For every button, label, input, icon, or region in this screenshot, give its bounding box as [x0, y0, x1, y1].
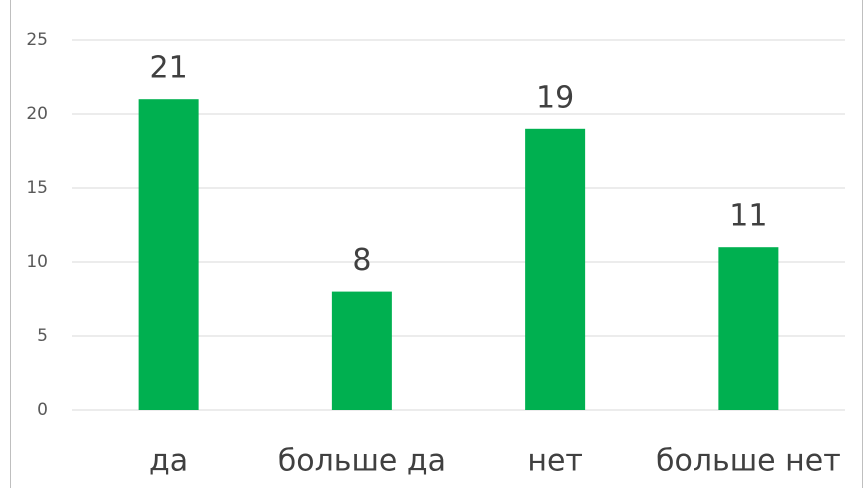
data-label: 19: [536, 80, 574, 115]
data-label: 8: [352, 243, 371, 278]
y-tick-label: 10: [26, 252, 48, 272]
bar: [718, 247, 779, 410]
y-tick-label: 5: [37, 326, 48, 346]
bar: [525, 128, 586, 411]
data-label: 21: [150, 51, 188, 86]
y-tick-label: 20: [26, 104, 48, 124]
x-tick-label: больше да: [278, 444, 446, 479]
y-tick-label: 25: [26, 30, 48, 50]
chart-frame: [10, 0, 863, 488]
bar: [138, 99, 199, 410]
x-tick-label: да: [149, 444, 188, 479]
x-tick-label: нет: [527, 444, 583, 479]
y-tick-label: 0: [37, 400, 48, 420]
data-label: 11: [729, 199, 767, 234]
x-tick-label: больше нет: [656, 444, 841, 479]
bar: [331, 291, 392, 410]
y-tick-label: 15: [26, 178, 48, 198]
